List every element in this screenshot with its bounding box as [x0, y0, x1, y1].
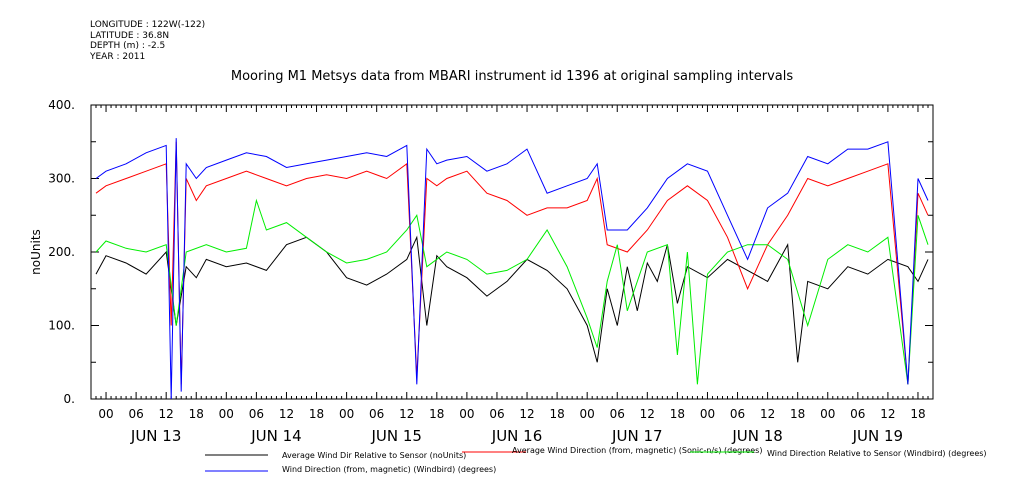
y-axis-label: noUnits [29, 229, 43, 275]
y-tick-label: 200. [48, 245, 75, 259]
metadata-block: LONGITUDE : 122W(-122) LATITUDE : 36.8N … [90, 20, 205, 62]
x-tick-label: 18 [429, 407, 444, 421]
chart-title: Mooring M1 Metsys data from MBARI instru… [231, 69, 793, 84]
axis-labels: 0. 100. 200. 300. 400. 00 06 12 18 00 06 12 18 00 06 12… [48, 98, 925, 445]
series-line-3 [95, 198, 929, 385]
day-label: JUN 16 [491, 427, 542, 445]
x-tick-label: 12 [159, 407, 174, 421]
legend-label-2: Average Wind Direction (from, magnetic) … [512, 446, 762, 455]
x-tick-label: 06 [249, 407, 264, 421]
legend-label-4: Wind Direction (from, magnetic) (Windbir… [282, 465, 496, 474]
x-tick-label: 18 [790, 407, 805, 421]
y-tick-label: 100. [48, 319, 75, 333]
day-label: JUN 15 [370, 427, 421, 445]
x-tick-label: 12 [880, 407, 895, 421]
x-tick-label: 00 [339, 407, 354, 421]
latitude-label: LATITUDE : 36.8N [90, 30, 170, 41]
day-label: JUN 18 [731, 427, 782, 445]
x-tick-label: 12 [760, 407, 775, 421]
x-tick-label: 18 [670, 407, 685, 421]
x-tick-label: 12 [279, 407, 294, 421]
x-tick-label: 00 [700, 407, 715, 421]
x-tick-label: 00 [820, 407, 835, 421]
x-tick-label: 06 [730, 407, 745, 421]
longitude-label: LONGITUDE : 122W(-122) [90, 20, 206, 30]
series-line-1 [95, 235, 929, 363]
x-tick-label: 18 [309, 407, 324, 421]
day-label: JUN 13 [130, 427, 181, 445]
day-label: JUN 14 [250, 427, 301, 445]
x-tick-label: 06 [369, 407, 384, 421]
x-tick-label: 18 [189, 407, 204, 421]
series-lines [95, 138, 929, 400]
legend-label-1: Average Wind Dir Relative to Sensor (noU… [282, 451, 466, 460]
x-tick-label: 18 [549, 407, 564, 421]
x-tick-label: 00 [580, 407, 595, 421]
y-tick-label: 300. [48, 172, 75, 186]
y-tick-label: 0. [64, 392, 75, 406]
day-label: JUN 17 [611, 427, 662, 445]
x-tick-label: 06 [850, 407, 865, 421]
day-label: JUN 19 [852, 427, 903, 445]
plot-frame [90, 104, 934, 400]
x-tick-label: 12 [640, 407, 655, 421]
year-label: YEAR : 2011 [90, 51, 146, 62]
x-tick-label: 00 [98, 407, 113, 421]
x-tick-label: 12 [399, 407, 414, 421]
series-line-4 [95, 138, 929, 400]
x-tick-label: 12 [519, 407, 534, 421]
legend: Average Wind Dir Relative to Sensor (noU… [205, 446, 987, 474]
x-tick-label: 06 [489, 407, 504, 421]
axis-ticks [90, 104, 934, 400]
x-tick-label: 00 [459, 407, 474, 421]
legend-label-3: Wind Direction Relative to Sensor (Windb… [767, 449, 987, 458]
x-tick-label: 06 [128, 407, 143, 421]
x-tick-label: 18 [910, 407, 925, 421]
x-tick-label: 00 [219, 407, 234, 421]
series-line-2 [95, 141, 929, 385]
x-tick-label: 06 [610, 407, 625, 421]
y-tick-label: 400. [48, 98, 75, 112]
depth-label: DEPTH (m) : -2.5 [90, 41, 166, 51]
